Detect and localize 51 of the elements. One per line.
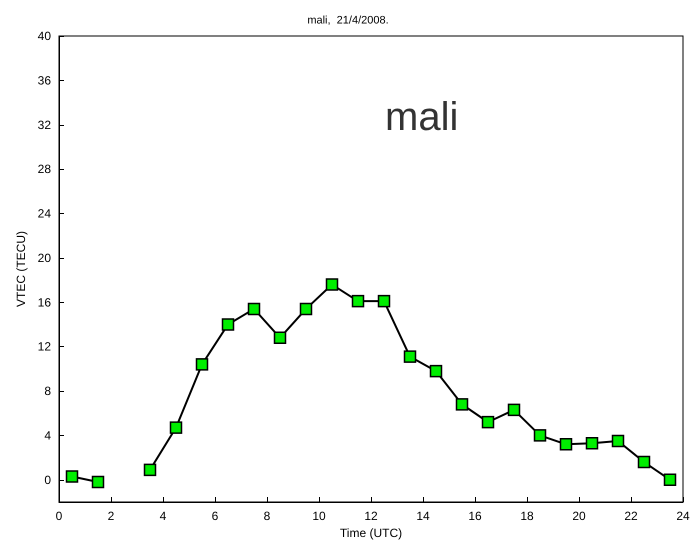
x-tick-label: 14: [416, 509, 430, 523]
point: [222, 318, 234, 331]
y-tick-label: 0: [44, 472, 52, 487]
y-tick-label: 12: [38, 340, 52, 354]
point: [638, 456, 650, 468]
point: [508, 404, 520, 416]
y-axis-title: VTEC (TECU): [14, 231, 28, 307]
annotation: mali: [385, 95, 458, 139]
point: [456, 398, 468, 411]
point: [378, 294, 390, 308]
x-axis-title: Time (UTC): [340, 526, 402, 540]
x-tick-label: 22: [624, 509, 638, 523]
point: [560, 438, 572, 451]
point: [586, 436, 598, 450]
point: [352, 294, 364, 308]
point: [66, 470, 78, 483]
y-tick-label: 16: [38, 295, 52, 310]
y-tick-label: 8: [44, 384, 52, 398]
point: [404, 350, 416, 363]
y-tick-label: 36: [38, 73, 52, 88]
point: [482, 416, 494, 428]
x-tick-label: 20: [572, 509, 586, 523]
point: [326, 278, 338, 291]
point: [430, 364, 442, 378]
x-tick-label: 18: [520, 509, 534, 523]
point: [612, 434, 624, 448]
x-tick-label: 12: [364, 509, 378, 523]
x-tick-label: 6: [212, 509, 219, 523]
point: [300, 302, 312, 316]
x-tick-label: 8: [264, 509, 271, 523]
y-tick-label: 28: [38, 162, 52, 176]
x-tick-label: 2: [108, 509, 115, 523]
y-tick-label: 32: [38, 118, 52, 132]
y-tick-label: 4: [44, 428, 52, 442]
point: [170, 421, 182, 434]
y-tick-label: 24: [38, 206, 52, 221]
x-tick-label: 0: [56, 509, 63, 523]
x-tick-label: 16: [468, 509, 482, 523]
y-tick-label: 40: [38, 29, 52, 43]
point: [248, 302, 260, 316]
y-tick-label: 20: [38, 250, 52, 265]
x-tick-label: 4: [160, 509, 167, 523]
point: [144, 464, 156, 476]
x-tick-label: 24: [676, 509, 690, 523]
chart-title: mali, 21/4/2008.: [307, 14, 389, 26]
point: [274, 332, 286, 344]
x-tick-label: 10: [312, 509, 326, 523]
point: [92, 476, 104, 488]
point: [534, 429, 546, 442]
point: [664, 474, 676, 486]
point: [196, 358, 208, 371]
